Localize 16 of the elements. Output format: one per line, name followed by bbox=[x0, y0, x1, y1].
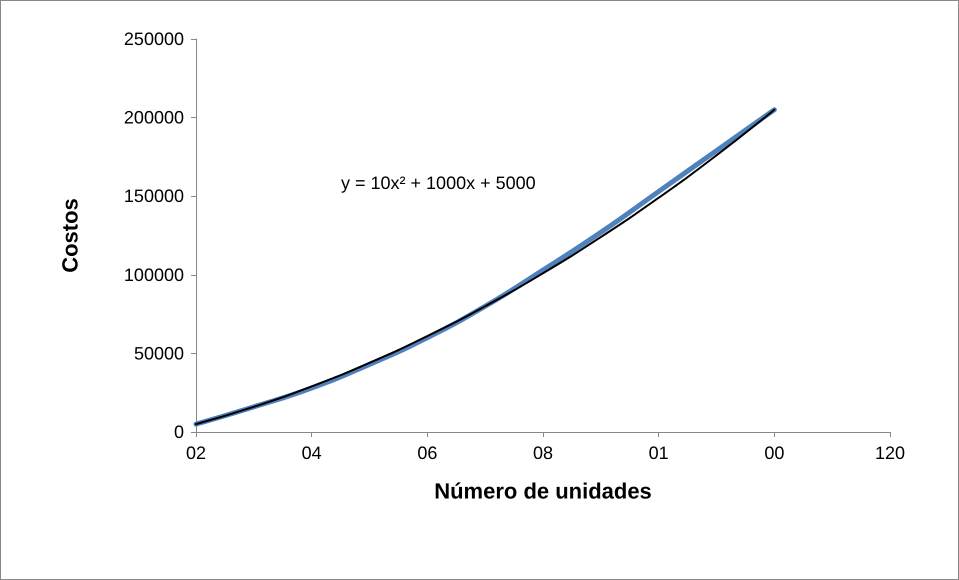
y-tick-label: 0 bbox=[174, 422, 184, 442]
annotation: y = 10x² + 1000x + 5000 bbox=[341, 173, 536, 193]
y-tick-label: 150000 bbox=[124, 186, 184, 206]
y-tick-label: 50000 bbox=[134, 343, 184, 364]
x-tick-label: 04 bbox=[302, 443, 322, 463]
x-tick-label: 01 bbox=[648, 443, 669, 463]
x-tick-label: 06 bbox=[417, 443, 438, 463]
x-tick-label: 08 bbox=[532, 443, 554, 463]
x-tick-label: 120 bbox=[874, 443, 906, 463]
y-tick-label: 200000 bbox=[124, 108, 184, 128]
x-axis-title: Número de unidades bbox=[434, 478, 652, 504]
y-tick-label: 250000 bbox=[124, 29, 184, 49]
y-axis-title: Costos bbox=[58, 198, 82, 273]
x-tick-label: 02 bbox=[186, 443, 206, 463]
y-tick-label: 100000 bbox=[124, 264, 184, 285]
x-tick-label: 00 bbox=[764, 443, 784, 463]
